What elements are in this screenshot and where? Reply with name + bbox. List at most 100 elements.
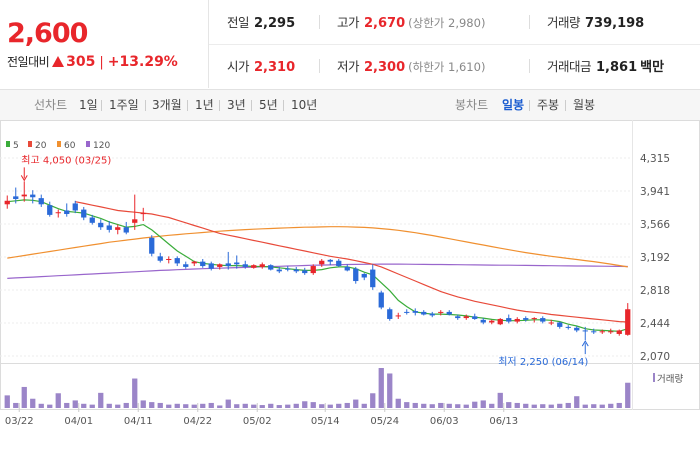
volume-bar (242, 403, 248, 408)
min-price-annotation: 최저 2,250 (06/14) (498, 356, 588, 368)
range-10y-button[interactable]: 10년 (291, 98, 318, 112)
candle-body (115, 227, 121, 230)
candle-weekly-button[interactable]: 주봉 (537, 98, 560, 112)
volume-bar (404, 402, 410, 408)
volume-bar (472, 401, 478, 408)
volume-bar (30, 398, 36, 408)
max-price-annotation: 최고 4,050 (03/25) (21, 154, 111, 166)
volume-bar (412, 402, 418, 408)
volume-bar (497, 392, 503, 408)
volume-bar (455, 404, 461, 408)
stat-sub: (상한가 2,980) (408, 16, 486, 30)
x-tick-label: 04/01 (64, 416, 93, 427)
legend-item-ma60: 60 (64, 141, 76, 151)
legend-swatch (6, 141, 10, 147)
stats-row-2: 시가 2,310 저가 2,300 (하한가 1,610) 거래대금 1,861 백만 (209, 44, 700, 88)
volume-bar (591, 404, 597, 408)
candle-body (599, 331, 605, 333)
up-triangle-icon (52, 56, 65, 67)
candle-daily-button[interactable]: 일봉 (502, 98, 525, 112)
candle-body (200, 261, 206, 267)
candle-body (514, 318, 520, 322)
candle-body (591, 331, 597, 333)
volume-bar (446, 403, 452, 408)
candle-body (259, 264, 265, 267)
volume-bar (319, 404, 325, 408)
volume-bar (582, 404, 588, 408)
volume-bar (200, 403, 206, 408)
candle-body (13, 196, 19, 200)
candle-body (404, 311, 410, 313)
candle-series (4, 181, 631, 341)
candle-body (557, 322, 563, 327)
volume-bar (557, 403, 563, 408)
volume-bar (395, 398, 401, 408)
legend-swatch (86, 141, 90, 147)
candle-body (157, 256, 163, 261)
candle-body (455, 316, 461, 319)
divider (187, 100, 188, 111)
range-1y-button[interactable]: 1년 (195, 98, 214, 112)
stat-value: 1,861 (596, 60, 638, 75)
candle-body (310, 266, 316, 274)
legend-item-ma20: 20 (35, 141, 47, 151)
x-tick-label: 06/03 (430, 416, 459, 427)
divider (145, 100, 146, 111)
range-1d-button[interactable]: 1일 (79, 98, 98, 112)
range-1w-button[interactable]: 1주일 (109, 98, 139, 112)
volume-bar (489, 403, 495, 408)
divider (529, 59, 530, 73)
y-tick-label: 3,192 (640, 252, 670, 264)
x-tick-label: 03/22 (5, 416, 34, 427)
candle-body (327, 259, 333, 262)
candle-monthly-button[interactable]: 월봉 (573, 98, 596, 112)
divider (565, 100, 566, 111)
range-3y-button[interactable]: 3년 (227, 98, 246, 112)
range-5y-button[interactable]: 5년 (259, 98, 278, 112)
volume-bar (438, 402, 444, 408)
volume-bar (336, 403, 342, 408)
candle-body (191, 261, 197, 264)
candle-body (489, 320, 495, 323)
candle-body (38, 198, 44, 205)
volume-bar (132, 378, 138, 408)
volume-bar (55, 393, 61, 408)
volume-bar (574, 396, 580, 408)
volume-bar (98, 392, 104, 408)
volume-bar (106, 403, 112, 408)
candle-body (480, 319, 486, 323)
volume-bar (259, 405, 265, 408)
legend-item-ma120: 120 (93, 141, 110, 151)
candle-body (429, 313, 435, 316)
chart-annotations: 최고 4,050 (03/25) 최저 2,250 (06/14) (20, 154, 589, 368)
volume-bar (370, 393, 376, 408)
divider (529, 15, 530, 29)
x-tick-label: 05/14 (311, 416, 340, 427)
stat-value: 2,310 (254, 60, 296, 75)
range-3m-button[interactable]: 3개월 (152, 98, 182, 112)
candle-body (123, 227, 129, 233)
stat-value: 2,670 (364, 16, 406, 31)
volume-bar (429, 404, 435, 408)
candle-body (438, 311, 444, 313)
stat-value: 739,198 (585, 16, 645, 31)
candle-body (531, 318, 537, 320)
stat-prev-close: 전일 2,295 (227, 0, 295, 44)
candle-body (565, 326, 571, 328)
min-arrow-head (581, 340, 589, 347)
candle-body (446, 311, 452, 315)
volume-bar (123, 402, 129, 408)
volume-bar (293, 403, 299, 408)
stat-high: 고가 2,670 (상한가 2,980) (337, 0, 485, 44)
volume-bar (89, 404, 95, 408)
volume-bar (183, 404, 189, 408)
x-tick-label: 05/02 (243, 416, 272, 427)
stats-panel: 전일 2,295 고가 2,670 (상한가 2,980) 거래량 739,198 시가… (209, 0, 700, 88)
volume-bar (421, 403, 427, 408)
candle-body (234, 262, 240, 265)
volume-bar (174, 403, 180, 408)
volume-bar (344, 402, 350, 408)
volume-bar (276, 405, 282, 408)
volume-bar (361, 403, 367, 408)
candle-body (285, 268, 291, 270)
